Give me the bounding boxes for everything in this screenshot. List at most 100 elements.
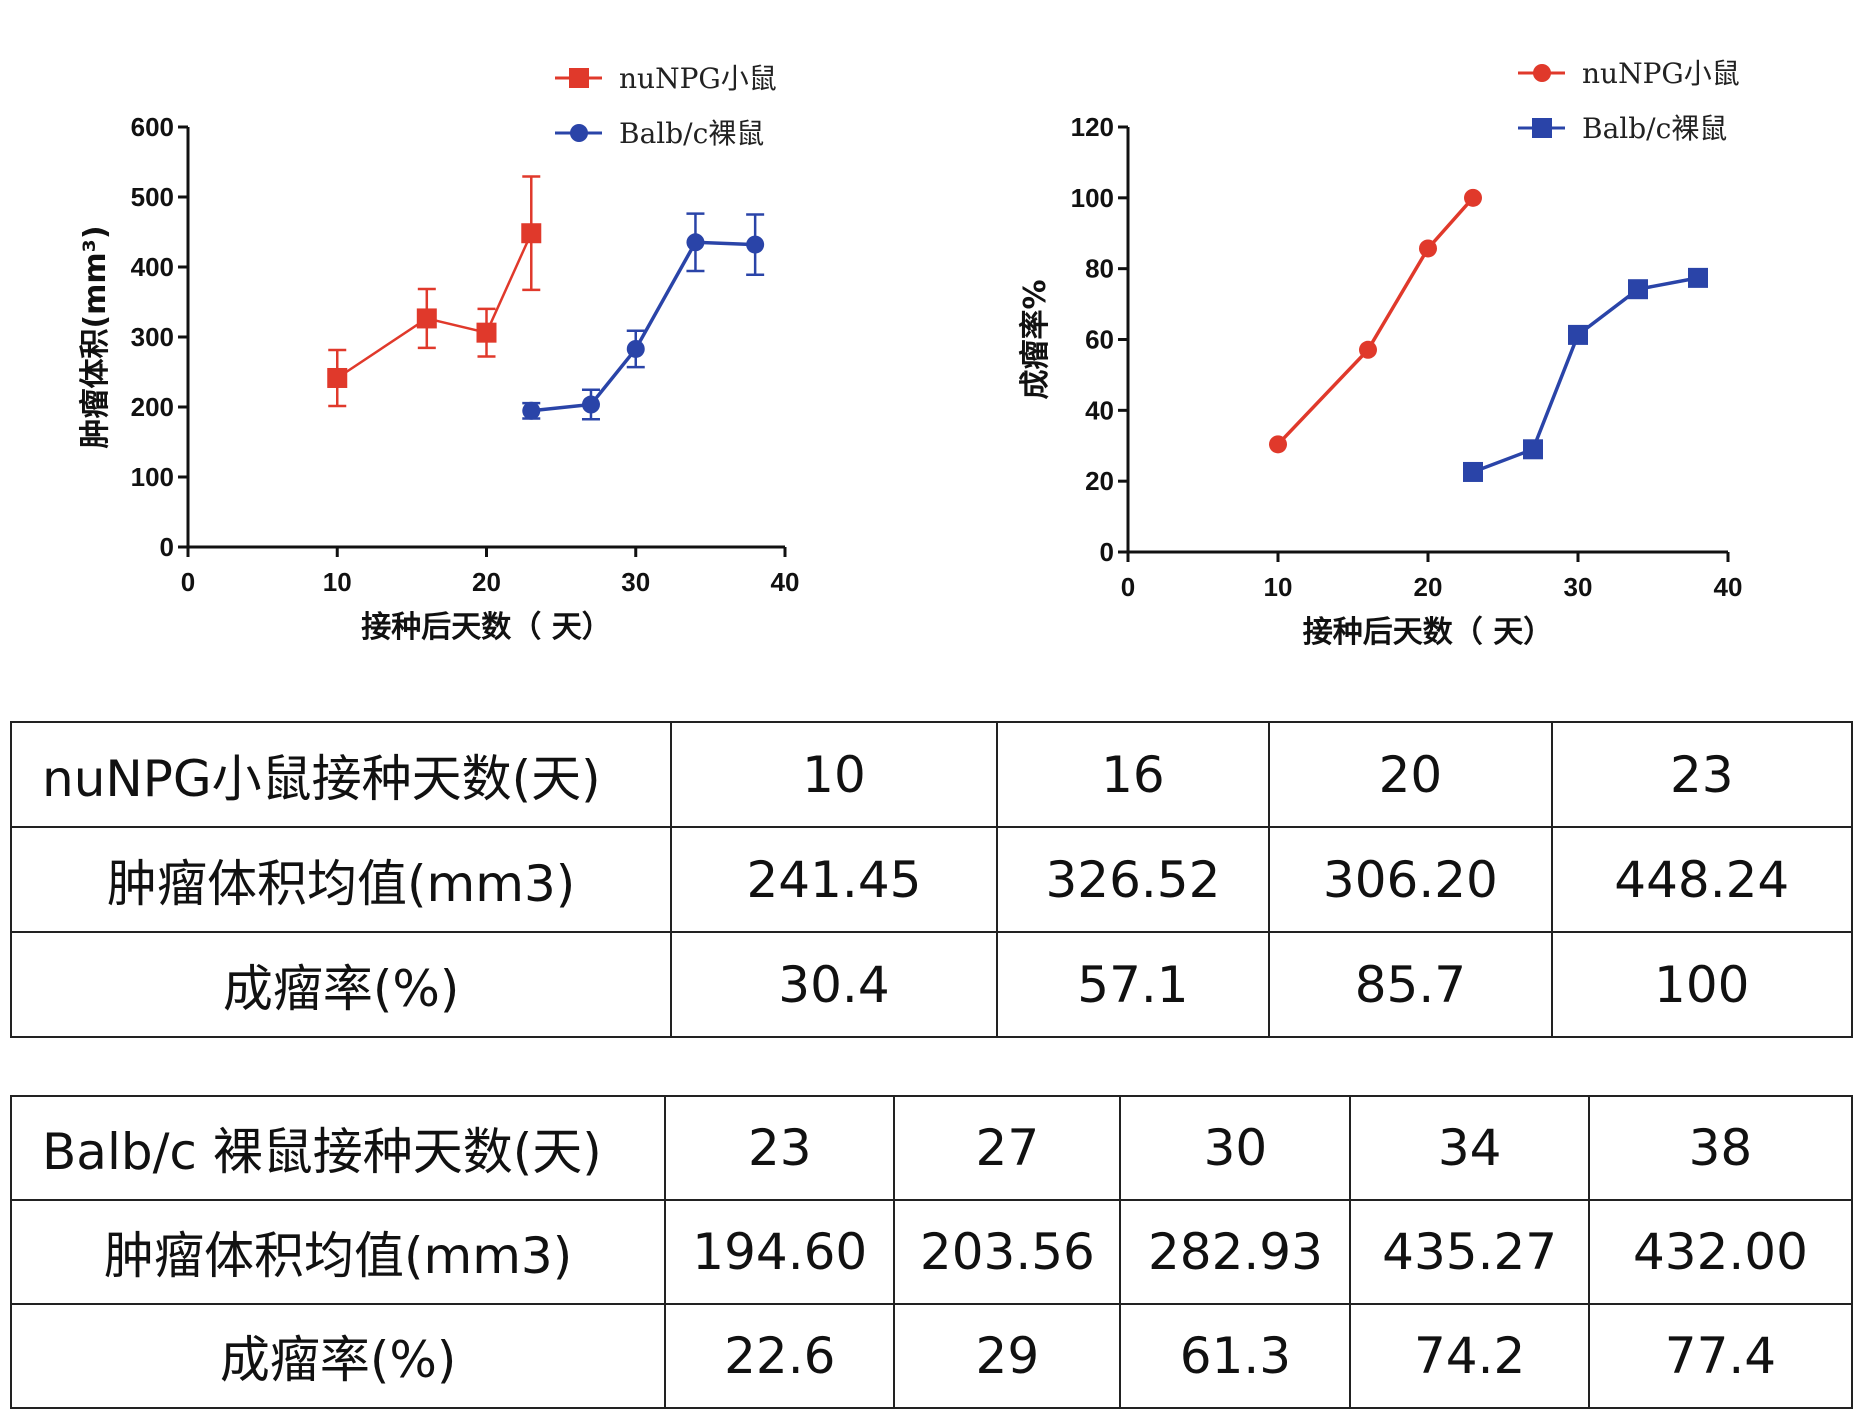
series-line bbox=[531, 240, 756, 413]
table-cell: 77.4 bbox=[1587, 1303, 1854, 1409]
x-tick-label: 20 bbox=[472, 567, 501, 597]
data-point bbox=[686, 233, 705, 252]
table-cell: 241.45 bbox=[670, 826, 998, 933]
y-tick-label: 400 bbox=[131, 252, 174, 282]
nunpg-table: nuNPG小鼠接种天数(天) 10 16 20 23 肿瘤体积均值(mm3) 241.45 3… bbox=[9, 721, 1854, 1038]
table-cell: 34 bbox=[1349, 1095, 1590, 1201]
data-point bbox=[1269, 435, 1287, 454]
series-line bbox=[1472, 276, 1699, 474]
data-point bbox=[1523, 439, 1543, 460]
legend-label: Balb/c裸鼠 bbox=[619, 117, 764, 150]
table-cell: 10 bbox=[670, 721, 998, 828]
balbc-table: Balb/c 裸鼠接种天数(天) 23 27 30 34 38 肿瘤体积均值(mm3) 194… bbox=[9, 1095, 1854, 1409]
series-line bbox=[336, 232, 533, 380]
data-point bbox=[327, 367, 348, 388]
table-cell: 29 bbox=[893, 1303, 1122, 1409]
row-header: Balb/c 裸鼠接种天数(天) bbox=[9, 1095, 667, 1201]
data-point bbox=[1464, 188, 1482, 207]
data-point bbox=[521, 223, 542, 244]
table-row: 成瘤率(%) 30.4 57.1 85.7 100 bbox=[9, 931, 1854, 1038]
table-row: 成瘤率(%) 22.6 29 61.3 74.2 77.4 bbox=[9, 1303, 1854, 1409]
table-cell: 30.4 bbox=[670, 931, 998, 1038]
legend-label: nuNPG小鼠 bbox=[619, 62, 777, 95]
series-1 bbox=[522, 212, 765, 421]
y-tick-label: 0 bbox=[1100, 537, 1114, 567]
table-cell: 38 bbox=[1587, 1095, 1854, 1201]
legend-label: Balb/c裸鼠 bbox=[1582, 112, 1727, 145]
row-header: 肿瘤体积均值(mm3) bbox=[9, 1199, 667, 1305]
legend-marker bbox=[1533, 64, 1551, 82]
table-cell: 282.93 bbox=[1119, 1199, 1352, 1305]
y-tick-label: 200 bbox=[131, 392, 174, 422]
table-row: 肿瘤体积均值(mm3) 241.45 326.52 306.20 448.24 bbox=[9, 826, 1854, 933]
row-header: nuNPG小鼠接种天数(天) bbox=[9, 721, 673, 828]
legend-marker bbox=[569, 68, 589, 88]
table-cell: 435.27 bbox=[1349, 1199, 1590, 1305]
data-point bbox=[522, 401, 541, 420]
y-tick-label: 100 bbox=[131, 462, 174, 492]
table-cell: 16 bbox=[995, 721, 1271, 828]
row-header: 肿瘤体积均值(mm3) bbox=[9, 826, 673, 933]
table-cell: 30 bbox=[1119, 1095, 1352, 1201]
y-axis-title: 肿瘤体积(mm³) bbox=[78, 225, 113, 448]
y-tick-label: 60 bbox=[1085, 325, 1114, 355]
x-tick-label: 0 bbox=[1121, 572, 1135, 602]
x-tick-label: 0 bbox=[181, 567, 195, 597]
table-cell: 326.52 bbox=[995, 826, 1271, 933]
y-tick-label: 300 bbox=[131, 322, 174, 352]
x-tick-label: 10 bbox=[323, 567, 352, 597]
data-point bbox=[1568, 324, 1588, 345]
y-tick-label: 120 bbox=[1071, 112, 1114, 142]
data-point bbox=[1628, 279, 1648, 300]
x-tick-label: 30 bbox=[1564, 572, 1593, 602]
y-tick-label: 100 bbox=[1071, 183, 1114, 213]
y-tick-label: 0 bbox=[160, 532, 174, 562]
data-point bbox=[1688, 267, 1708, 288]
legend-marker bbox=[1532, 118, 1552, 138]
table-row: 肿瘤体积均值(mm3) 194.60 203.56 282.93 435.27 432.0… bbox=[9, 1199, 1854, 1305]
y-tick-label: 40 bbox=[1085, 395, 1114, 425]
table-cell: 432.00 bbox=[1587, 1199, 1854, 1305]
table-cell: 27 bbox=[893, 1095, 1122, 1201]
table-cell: 203.56 bbox=[893, 1199, 1122, 1305]
y-tick-label: 500 bbox=[131, 182, 174, 212]
legend-label: nuNPG小鼠 bbox=[1582, 57, 1740, 90]
x-tick-label: 40 bbox=[771, 567, 800, 597]
data-point bbox=[1419, 239, 1437, 258]
table-cell: 85.7 bbox=[1268, 931, 1553, 1038]
table-cell: 61.3 bbox=[1119, 1303, 1352, 1409]
x-axis-title: 接种后天数（ 天） bbox=[1303, 615, 1553, 650]
table-cell: 23 bbox=[664, 1095, 896, 1201]
x-axis-title: 接种后天数（ 天） bbox=[361, 610, 611, 645]
table-cell: 22.6 bbox=[664, 1303, 896, 1409]
data-point bbox=[416, 308, 437, 329]
x-tick-label: 10 bbox=[1264, 572, 1293, 602]
data-point bbox=[581, 395, 600, 414]
series-1 bbox=[1463, 267, 1708, 482]
row-header: 成瘤率(%) bbox=[9, 931, 673, 1038]
data-point bbox=[1463, 461, 1483, 482]
table-cell: 306.20 bbox=[1268, 826, 1553, 933]
table-cell: 448.24 bbox=[1550, 826, 1854, 933]
table-cell: 74.2 bbox=[1349, 1303, 1590, 1409]
table-cell: 20 bbox=[1268, 721, 1553, 828]
y-tick-label: 600 bbox=[131, 112, 174, 142]
series-line bbox=[1276, 196, 1475, 446]
table-cell: 100 bbox=[1550, 931, 1854, 1038]
data-point bbox=[746, 235, 765, 254]
y-axis-title: 成瘤率% bbox=[1018, 279, 1053, 399]
table-cell: 23 bbox=[1550, 721, 1854, 828]
data-point bbox=[1359, 340, 1377, 359]
series-0 bbox=[327, 175, 542, 408]
y-tick-label: 20 bbox=[1085, 466, 1114, 496]
data-point bbox=[476, 322, 497, 343]
table-cell: 194.60 bbox=[664, 1199, 896, 1305]
x-tick-label: 30 bbox=[621, 567, 650, 597]
table-row: Balb/c 裸鼠接种天数(天) 23 27 30 34 38 bbox=[9, 1095, 1854, 1201]
x-tick-label: 20 bbox=[1414, 572, 1443, 602]
data-point bbox=[626, 339, 645, 358]
table-cell: 57.1 bbox=[995, 931, 1271, 1038]
table-row: nuNPG小鼠接种天数(天) 10 16 20 23 bbox=[9, 721, 1854, 828]
series-0 bbox=[1269, 188, 1482, 454]
